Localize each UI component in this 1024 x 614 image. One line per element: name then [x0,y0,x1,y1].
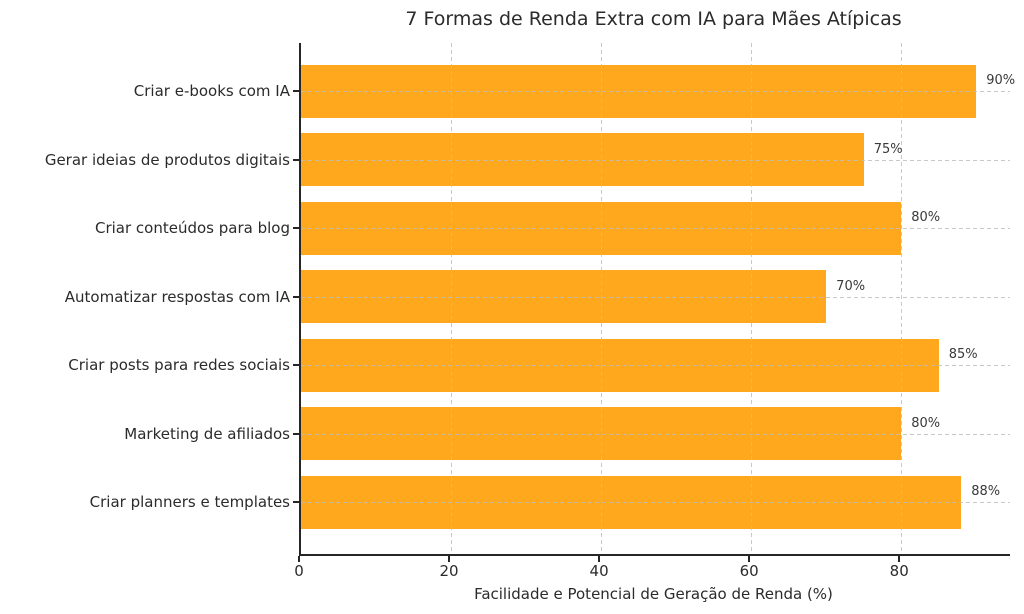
horizontal-gridline [301,502,1010,503]
vertical-gridline [451,43,453,554]
y-tick-mark [293,90,299,92]
bar-value-label: 70% [836,278,866,294]
bar-value-label: 90% [986,73,1016,88]
plot-area: 90% 75% 80% 70% 85% 80% 88% [299,43,1015,556]
bar-value-label: 80% [911,210,941,225]
y-tick-mark [293,364,299,366]
x-tick-mark [298,556,300,562]
horizontal-gridline [301,365,1010,366]
x-axis-title: Facilidade e Potencial de Geração de Ren… [474,585,833,603]
x-tick-label: 0 [294,562,304,580]
vertical-gridline [751,43,753,554]
y-tick-mark [293,158,299,161]
y-tick-mark [293,501,299,503]
bar-value-label: 88% [971,484,1001,499]
x-tick-mark [598,556,601,562]
horizontal-gridline [301,91,1010,92]
y-tick-mark [293,227,299,229]
y-category-label: Gerar ideias de produtos digitais [44,150,290,169]
x-tick-label: 20 [439,562,459,580]
y-category-label: Criar e-books com IA [133,82,290,100]
y-category-label: Criar conteúdos para blog [95,219,290,237]
horizontal-gridline [301,296,1010,298]
bar-value-label: 75% [873,141,903,157]
horizontal-gridline [301,433,1010,435]
x-tick-label: 80 [889,562,909,580]
y-category-label: Criar posts para redes sociais [68,356,290,374]
x-tick-label: 40 [589,562,609,580]
horizontal-gridline [301,228,1010,229]
x-tick-mark [748,556,751,562]
chart-title: 7 Formas de Renda Extra com IA para Mães… [405,8,902,30]
y-tick-mark [293,432,299,435]
y-category-label: Automatizar respostas com IA [64,287,290,306]
vertical-gridline [601,43,603,554]
horizontal-gridline [301,159,1010,161]
y-category-label: Marketing de afiliados [124,424,290,443]
x-tick-mark [448,556,451,562]
x-tick-mark [898,556,901,562]
x-tick-label: 60 [739,562,759,580]
bar-value-label: 85% [948,347,978,362]
y-tick-mark [293,295,299,298]
bar-value-label: 80% [911,415,941,431]
y-category-label: Criar planners e templates [89,493,290,511]
vertical-gridline [901,43,903,554]
